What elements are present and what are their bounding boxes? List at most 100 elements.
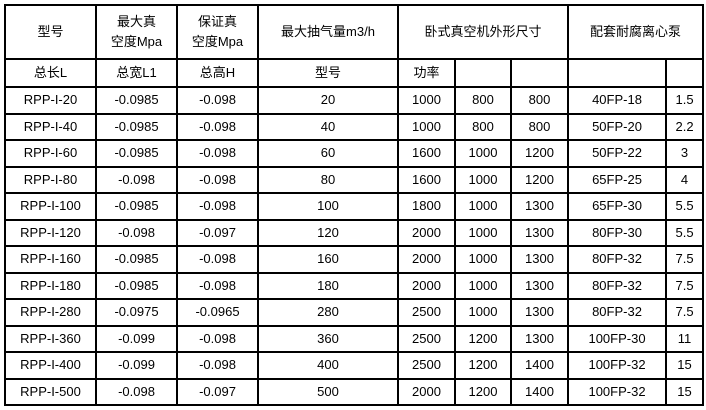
subheader-empty-3 (567, 58, 668, 88)
subheader-empty-1 (454, 58, 512, 88)
cell-pump-power: 7.5 (665, 271, 705, 300)
cell-pumping-rate: 120 (257, 218, 399, 247)
cell-width: 1000 (454, 298, 512, 327)
table-row: RPP-I-40 -0.0985 -0.098 40 1000 800 800 … (4, 112, 705, 141)
cell-pumping-rate: 500 (257, 377, 399, 406)
cell-max-vacuum: -0.0985 (95, 86, 178, 115)
cell-guaranteed-vacuum: -0.098 (176, 245, 259, 274)
cell-model: RPP-I-500 (4, 377, 97, 406)
table-row: RPP-I-280 -0.0975 -0.0965 280 2500 1000 … (4, 298, 705, 327)
cell-pump-model: 100FP-32 (567, 351, 668, 380)
cell-width: 1000 (454, 218, 512, 247)
cell-pump-power: 1.5 (665, 86, 705, 115)
cell-width: 1200 (454, 351, 512, 380)
cell-height: 800 (509, 112, 570, 141)
cell-width: 1200 (454, 377, 512, 406)
cell-max-vacuum: -0.098 (95, 165, 178, 194)
cell-max-vacuum: -0.0985 (95, 112, 178, 141)
cell-height: 1300 (509, 298, 570, 327)
cell-pump-power: 11 (665, 324, 705, 353)
table-row: RPP-I-500 -0.098 -0.097 500 2000 1200 14… (4, 377, 705, 406)
cell-width: 1000 (454, 139, 512, 168)
subheader-power: 功率 (397, 58, 456, 88)
cell-length: 2000 (397, 245, 456, 274)
cell-width: 1200 (454, 324, 512, 353)
cell-model: RPP-I-180 (4, 271, 97, 300)
cell-guaranteed-vacuum: -0.0965 (176, 298, 259, 327)
cell-length: 1000 (397, 112, 456, 141)
cell-pump-power: 4 (665, 165, 705, 194)
cell-pumping-rate: 180 (257, 271, 399, 300)
cell-max-vacuum: -0.099 (95, 324, 178, 353)
cell-height: 1300 (509, 218, 570, 247)
cell-pumping-rate: 20 (257, 86, 399, 115)
header-matching-pump-group: 配套耐腐离心泵 (567, 4, 705, 60)
cell-length: 1800 (397, 192, 456, 221)
cell-height: 1300 (509, 324, 570, 353)
cell-model: RPP-I-400 (4, 351, 97, 380)
header-max-vacuum: 最大真 空度Mpa (95, 4, 178, 60)
cell-height: 1300 (509, 192, 570, 221)
cell-model: RPP-I-40 (4, 112, 97, 141)
cell-length: 2500 (397, 298, 456, 327)
cell-pump-model: 65FP-25 (567, 165, 668, 194)
header-row-groups: 型号 最大真 空度Mpa 保证真 空度Mpa 最大抽气量m3/h 卧式真空机外形… (4, 4, 705, 60)
cell-max-vacuum: -0.098 (95, 218, 178, 247)
cell-pump-model: 80FP-30 (567, 218, 668, 247)
cell-model: RPP-I-20 (4, 86, 97, 115)
table-row: RPP-I-360 -0.099 -0.098 360 2500 1200 13… (4, 324, 705, 353)
table-row: RPP-I-60 -0.0985 -0.098 60 1600 1000 120… (4, 139, 705, 168)
cell-model: RPP-I-160 (4, 245, 97, 274)
cell-pump-power: 3 (665, 139, 705, 168)
table-row: RPP-I-400 -0.099 -0.098 400 2500 1200 14… (4, 351, 705, 380)
cell-pump-model: 50FP-22 (567, 139, 668, 168)
cell-height: 1200 (509, 165, 570, 194)
cell-pump-power: 5.5 (665, 192, 705, 221)
cell-pump-model: 100FP-32 (567, 377, 668, 406)
cell-pump-power: 15 (665, 351, 705, 380)
header-model: 型号 (4, 4, 97, 60)
table-row: RPP-I-100 -0.0985 -0.098 100 1800 1000 1… (4, 192, 705, 221)
cell-pump-power: 15 (665, 377, 705, 406)
cell-height: 1400 (509, 377, 570, 406)
cell-model: RPP-I-80 (4, 165, 97, 194)
cell-max-vacuum: -0.0985 (95, 245, 178, 274)
cell-model: RPP-I-100 (4, 192, 97, 221)
cell-pump-power: 7.5 (665, 298, 705, 327)
cell-max-vacuum: -0.098 (95, 377, 178, 406)
cell-max-vacuum: -0.0985 (95, 192, 178, 221)
cell-width: 800 (454, 112, 512, 141)
subheader-empty-2 (509, 58, 570, 88)
cell-guaranteed-vacuum: -0.098 (176, 165, 259, 194)
cell-length: 1600 (397, 165, 456, 194)
cell-pump-model: 80FP-32 (567, 271, 668, 300)
subheader-empty-4 (665, 58, 705, 88)
cell-width: 1000 (454, 271, 512, 300)
subheader-total-length: 总长L (4, 58, 97, 88)
cell-length: 1000 (397, 86, 456, 115)
cell-length: 2500 (397, 351, 456, 380)
cell-pumping-rate: 360 (257, 324, 399, 353)
cell-pumping-rate: 400 (257, 351, 399, 380)
cell-pump-power: 5.5 (665, 218, 705, 247)
cell-pump-model: 80FP-32 (567, 298, 668, 327)
cell-pump-model: 100FP-30 (567, 324, 668, 353)
subheader-total-height: 总高H (176, 58, 259, 88)
cell-pumping-rate: 100 (257, 192, 399, 221)
table-row: RPP-I-120 -0.098 -0.097 120 2000 1000 13… (4, 218, 705, 247)
header-row-sub: 总长L 总宽L1 总高H 型号 功率 (4, 58, 705, 88)
cell-height: 1300 (509, 271, 570, 300)
table-row: RPP-I-80 -0.098 -0.098 80 1600 1000 1200… (4, 165, 705, 194)
subheader-model: 型号 (257, 58, 399, 88)
table-row: RPP-I-160 -0.0985 -0.098 160 2000 1000 1… (4, 245, 705, 274)
cell-pumping-rate: 40 (257, 112, 399, 141)
cell-length: 2000 (397, 271, 456, 300)
cell-guaranteed-vacuum: -0.098 (176, 324, 259, 353)
cell-guaranteed-vacuum: -0.098 (176, 192, 259, 221)
cell-max-vacuum: -0.0975 (95, 298, 178, 327)
cell-guaranteed-vacuum: -0.098 (176, 351, 259, 380)
cell-guaranteed-vacuum: -0.097 (176, 218, 259, 247)
cell-guaranteed-vacuum: -0.098 (176, 271, 259, 300)
cell-width: 800 (454, 86, 512, 115)
